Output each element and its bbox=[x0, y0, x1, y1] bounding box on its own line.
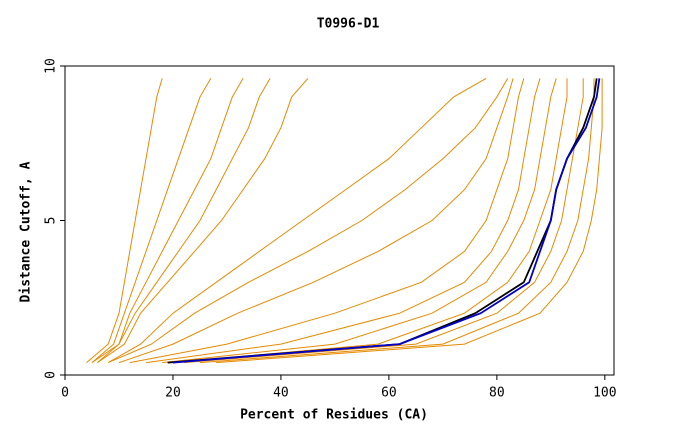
curve bbox=[145, 78, 541, 364]
curve bbox=[107, 77, 487, 364]
x-axis-label: Percent of Residues (CA) bbox=[240, 408, 428, 423]
x-tick-label: 60 bbox=[381, 386, 397, 401]
y-axis-label: Distance Cutoff, A bbox=[19, 161, 34, 302]
curve bbox=[97, 78, 309, 364]
curve bbox=[97, 78, 271, 363]
curve bbox=[129, 78, 525, 364]
curve bbox=[216, 78, 603, 364]
curve bbox=[118, 78, 514, 364]
x-tick-label: 100 bbox=[593, 386, 616, 401]
x-tick-label: 20 bbox=[165, 386, 181, 401]
y-tick-label: 10 bbox=[44, 58, 59, 74]
curve bbox=[183, 78, 584, 364]
curve bbox=[199, 78, 595, 364]
curve bbox=[162, 78, 557, 364]
curve bbox=[172, 78, 568, 364]
y-tick-label: 5 bbox=[44, 217, 59, 225]
chart-title: T0996-D1 bbox=[317, 17, 380, 32]
curve bbox=[86, 78, 163, 363]
curve bbox=[91, 78, 244, 364]
curve bbox=[108, 78, 509, 364]
x-tick-label: 80 bbox=[489, 386, 505, 401]
plot-area bbox=[86, 77, 603, 364]
y-tick-label: 0 bbox=[44, 371, 59, 379]
x-tick-label: 40 bbox=[273, 386, 289, 401]
x-tick-label: 0 bbox=[61, 386, 69, 401]
curve bbox=[172, 78, 601, 364]
curve bbox=[91, 78, 212, 363]
